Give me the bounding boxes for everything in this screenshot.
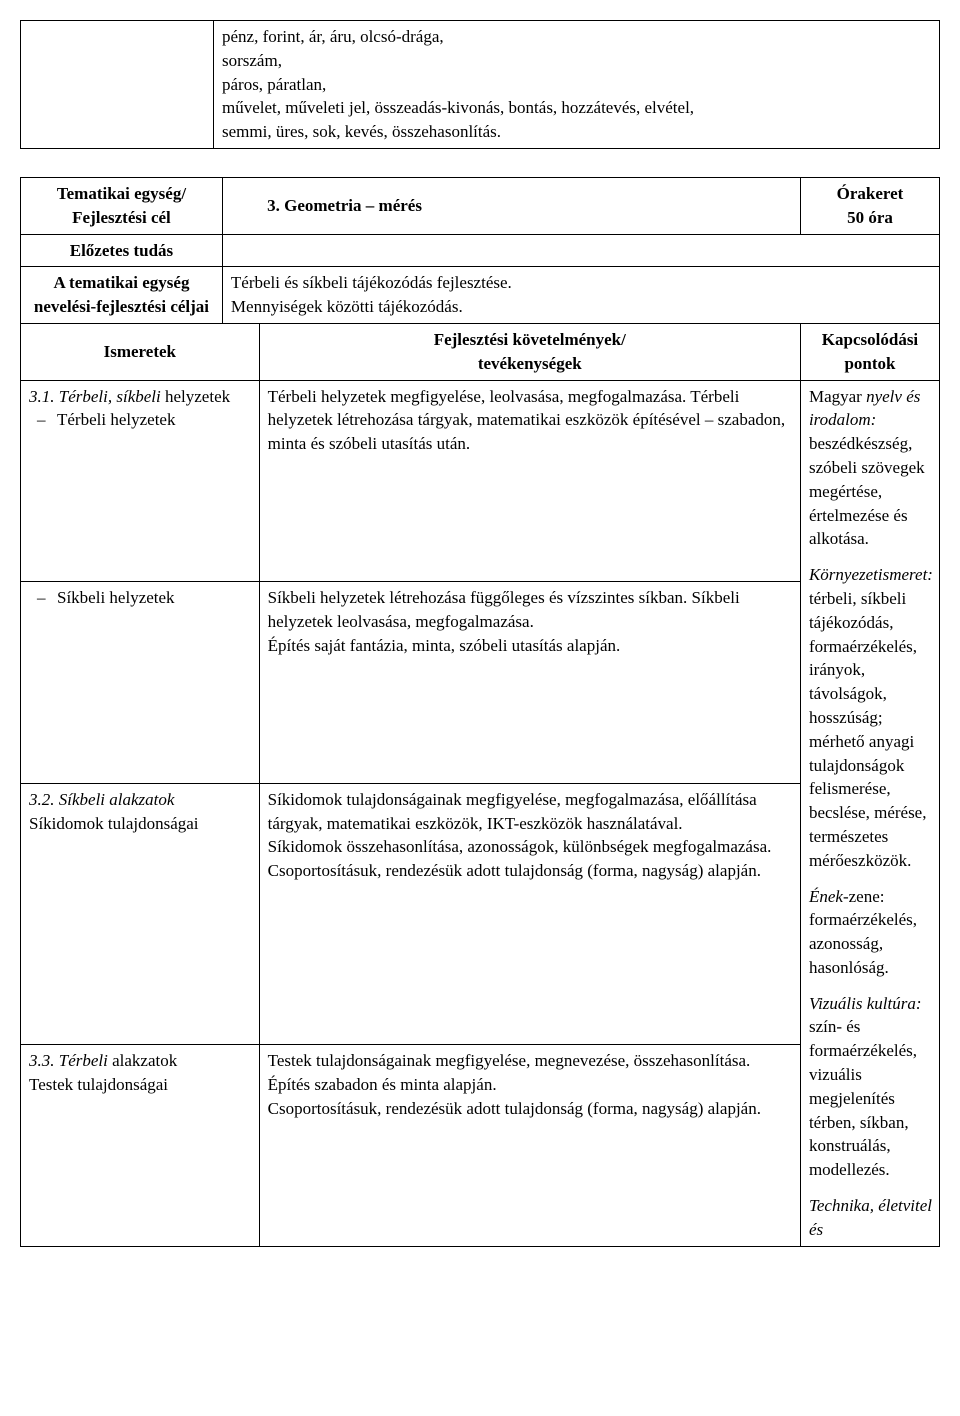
conn-p1: Magyar nyelv és irodalom: beszédkészség,… xyxy=(809,385,933,552)
top-box-empty xyxy=(21,21,214,149)
row-3-2-activity: Síkidomok tulajdonságainak megfigyelése,… xyxy=(259,783,800,1044)
col-header-requirements: Fejlesztési követelmények/ tevékenységek xyxy=(259,323,800,380)
row-3-3-title-num: 3.3. Térbeli xyxy=(29,1051,112,1070)
conn-p3-italic: Ének xyxy=(809,887,843,906)
conn-p2-italic: Környezetismeret: xyxy=(809,565,933,584)
connections-cell: Magyar nyelv és irodalom: beszédkészség,… xyxy=(800,380,939,1246)
conn-p3: Ének-zene: formaérzékelés, azonosság, ha… xyxy=(809,885,933,980)
col-header-connections: Kapcsolódási pontok xyxy=(800,323,939,380)
conn-p4-rest: szín- és formaérzékelés, vizuális megjel… xyxy=(809,1017,917,1179)
top-box-table: pénz, forint, ár, áru, olcsó-drága, sors… xyxy=(20,20,940,149)
row-3-1-activity: Térbeli helyzetek megfigyelése, leolvasá… xyxy=(259,380,800,582)
top-box-text: pénz, forint, ár, áru, olcsó-drága, sors… xyxy=(222,25,931,144)
prior-knowledge-empty xyxy=(222,234,939,267)
thematic-unit-label: Tematikai egység/ Fejlesztési cél xyxy=(21,177,223,234)
row-3-1-knowledge: 3.1. Térbeli, síkbeli helyzetek – Térbel… xyxy=(21,380,260,582)
row-sikbeli-sub-text: Síkbeli helyzetek xyxy=(57,588,175,607)
conn-p2: Környezetismeret: térbeli, síkbeli tájék… xyxy=(809,563,933,872)
main-table: Tematikai egység/ Fejlesztési cél 3. Geo… xyxy=(20,177,940,1247)
row-3-1-sub1: – Térbeli helyzetek xyxy=(29,408,253,432)
col-header-knowledge: Ismeretek xyxy=(21,323,260,380)
top-box-content-cell: pénz, forint, ár, áru, olcsó-drága, sors… xyxy=(213,21,939,149)
row-3-3-title: 3.3. Térbeli alakzatok xyxy=(29,1049,253,1073)
header-spacer xyxy=(222,177,259,234)
conn-p1-prefix: Magyar xyxy=(809,387,866,406)
unit-title: 3. Geometria – mérés xyxy=(259,177,800,234)
row-3-3-title-rest: alakzatok xyxy=(112,1051,177,1070)
row-sikbeli-knowledge: – Síkbeli helyzetek xyxy=(21,582,260,784)
row-3-1-title-num: 3.1. Térbeli, síkbeli xyxy=(29,387,165,406)
conn-p4-italic: Vizuális kultúra: xyxy=(809,994,922,1013)
prior-knowledge-label: Előzetes tudás xyxy=(21,234,223,267)
row-3-2-title-text: 3.2. Síkbeli alakzatok xyxy=(29,790,174,809)
row-3-2-title: 3.2. Síkbeli alakzatok xyxy=(29,788,253,812)
row-3-3-knowledge: 3.3. Térbeli alakzatok Testek tulajdonsá… xyxy=(21,1045,260,1247)
row-3-2-knowledge: 3.2. Síkbeli alakzatok Síkidomok tulajdo… xyxy=(21,783,260,1044)
dash-icon: – xyxy=(37,408,46,432)
goals-label: A tematikai egység nevelési-fejlesztési … xyxy=(21,267,223,324)
conn-p5: Technika, életvitel és xyxy=(809,1194,933,1242)
row-3-3-activity: Testek tulajdonságainak megfigyelése, me… xyxy=(259,1045,800,1247)
time-frame-label: Órakeret 50 óra xyxy=(800,177,939,234)
row-3-1-title-rest: helyzetek xyxy=(165,387,230,406)
row-sikbeli-sub: – Síkbeli helyzetek xyxy=(29,586,253,610)
row-3-3-sub: Testek tulajdonságai xyxy=(29,1073,253,1097)
conn-p1-rest: beszédkészség, szóbeli szövegek megértés… xyxy=(809,434,925,548)
row-3-2-sub: Síkidomok tulajdonságai xyxy=(29,812,253,836)
conn-p5-italic: Technika, életvitel és xyxy=(809,1196,932,1239)
row-3-1-title: 3.1. Térbeli, síkbeli helyzetek xyxy=(29,385,253,409)
row-3-1-sub1-text: Térbeli helyzetek xyxy=(57,410,175,429)
goals-text: Térbeli és síkbeli tájékozódás fejleszté… xyxy=(222,267,939,324)
conn-p4: Vizuális kultúra: szín- és formaérzékelé… xyxy=(809,992,933,1182)
dash-icon: – xyxy=(37,586,46,610)
row-sikbeli-activity: Síkbeli helyzetek létrehozása függőleges… xyxy=(259,582,800,784)
conn-p2-rest: térbeli, síkbeli tájékozódás, formaérzék… xyxy=(809,589,927,870)
